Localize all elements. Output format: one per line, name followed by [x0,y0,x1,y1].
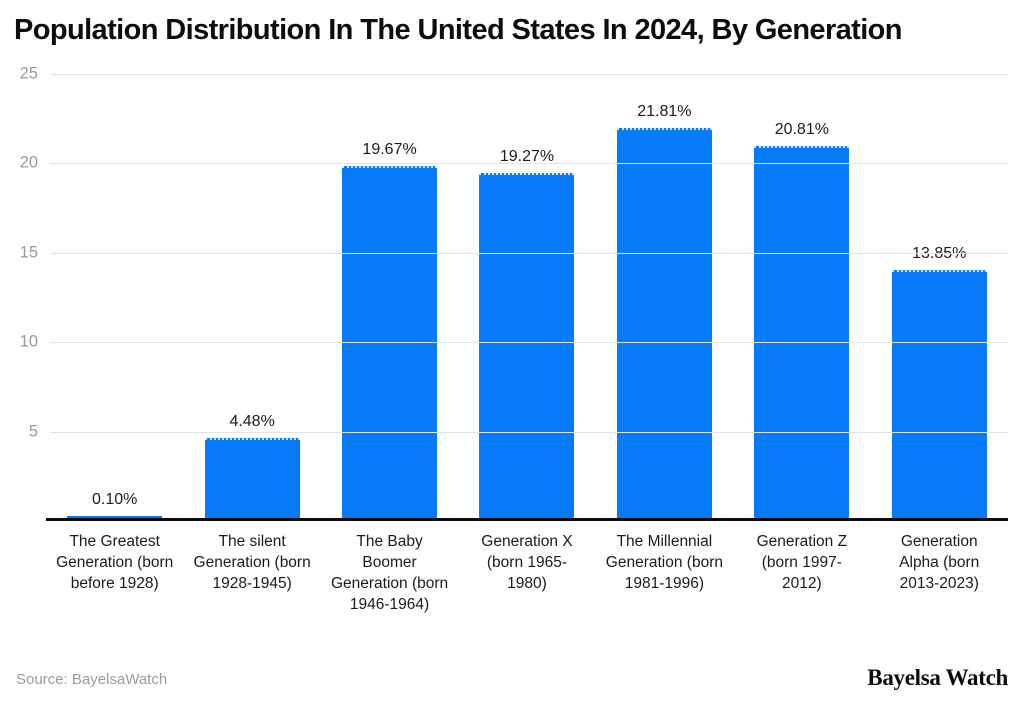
y-axis-tick-label-20: 20 [19,153,38,172]
y-axis-tick-label-10: 10 [19,332,38,351]
x-axis-category-cell-5: Generation Z (born 1997-2012) [733,531,870,615]
bar-slot-0: 0.10% [46,74,183,518]
y-axis-tick-label-15: 15 [19,243,38,262]
bar-1 [204,437,300,518]
gridline-y-15 [50,252,1008,254]
x-axis-category-cell-1: The silent Generation (born 1928-1945) [183,531,320,615]
x-axis-category-label-0: The Greatest Generation (born before 192… [56,533,174,593]
x-axis-category-label-2: The Baby Boomer Generation (born 1946-19… [330,533,449,614]
bar-value-label-2: 19.67% [362,141,417,159]
bars-row: 0.10% 4.48% 19.67% 19.27% 21.81% 20.81% 13.85% [46,74,1008,518]
bar-0 [67,516,163,518]
bar-6 [891,270,987,518]
x-axis-category-label-1: The silent Generation (born 1928-1945) [193,533,311,593]
bar-4 [616,128,712,518]
bar-value-label-0: 0.10% [92,491,138,508]
bar-value-label-5: 20.81% [774,120,829,138]
x-axis-category-cell-4: The Millennial Generation (born 1981-199… [596,531,733,615]
x-axis-category-cell-2: The Baby Boomer Generation (born 1946-19… [321,531,458,615]
bar-3 [479,173,575,518]
x-axis-category-label-5: Generation Z (born 1997-2012) [756,533,848,593]
x-axis-category-cell-0: The Greatest Generation (born before 192… [46,531,183,615]
bar-slot-6: 13.85% [871,74,1008,518]
bar-slot-2: 19.67% [321,74,458,518]
x-axis-category-label-3: Generation X (born 1965-1980) [481,533,573,593]
y-axis-tick-label-25: 25 [19,64,38,83]
gridline-y-5 [50,431,1008,433]
plot-area: 0.10% 4.48% 19.67% 19.27% 21.81% 20.81% 13.85%… [20,65,1008,521]
gridline-y-25 [50,74,1008,75]
y-axis-tick-label-5: 5 [28,422,38,441]
gridline-y-20 [50,163,1008,165]
source-attribution: Source: BayelsaWatch [16,671,168,688]
bar-slot-5: 20.81% [733,74,870,518]
x-axis-category-cell-3: Generation X (born 1965-1980) [458,531,595,615]
bar-slot-4: 21.81% [596,74,733,518]
bar-value-label-6: 13.85% [912,245,967,263]
x-axis-category-cell-6: Generation Alpha (born 2013-2023) [871,531,1008,615]
gridline-y-10 [50,342,1008,344]
bar-slot-3: 19.27% [458,74,595,518]
bar-5 [754,145,850,518]
x-axis-category-label-6: Generation Alpha (born 2013-2023) [899,533,980,593]
x-axis-category-label-4: The Millennial Generation (born 1981-199… [605,533,723,593]
bar-slot-1: 4.48% [183,74,320,518]
x-axis-labels: The Greatest Generation (born before 192… [46,531,1008,615]
bar-2 [342,166,438,518]
bar-value-label-3: 19.27% [499,148,555,166]
brand-logo-text: Bayelsa Watch [867,665,1008,690]
bar-value-label-4: 21.81% [637,103,692,121]
chart-title: Population Distribution In The United St… [14,14,903,46]
bar-value-label-1: 4.48% [229,412,275,430]
